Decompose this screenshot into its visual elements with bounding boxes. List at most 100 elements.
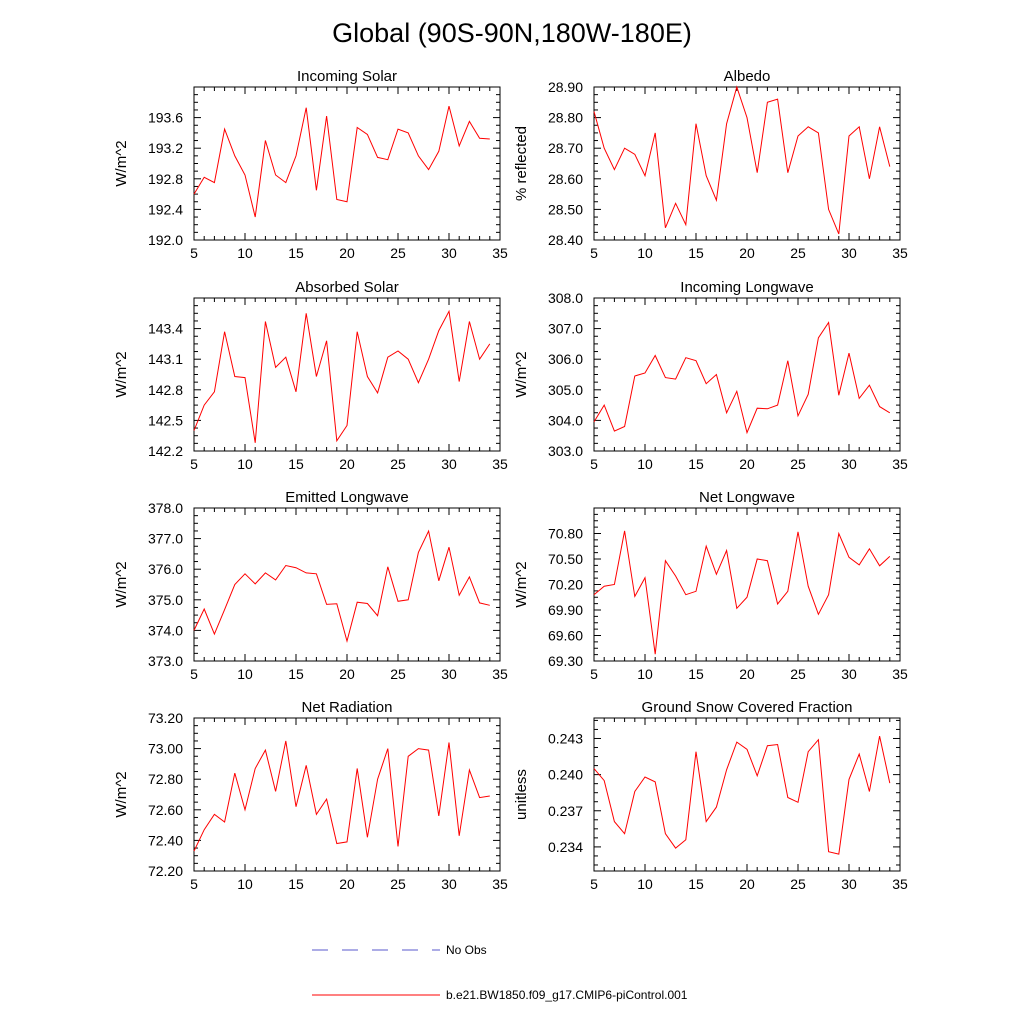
data-point [603, 779, 606, 782]
data-point [427, 358, 430, 361]
x-tick-label: 30 [441, 876, 457, 892]
data-point [623, 147, 626, 150]
data-point [295, 566, 298, 569]
data-point [295, 390, 298, 393]
data-point [868, 177, 871, 180]
data-point [274, 578, 277, 581]
data-point [233, 772, 236, 775]
y-tick-label: 28.90 [548, 79, 583, 95]
data-point [233, 583, 236, 586]
panel-title: Absorbed Solar [295, 279, 398, 296]
series-line [193, 309, 491, 443]
data-point [786, 171, 789, 174]
data-point [786, 796, 789, 799]
data-point [817, 336, 820, 339]
x-tick-label: 15 [688, 876, 704, 892]
data-point [315, 572, 318, 575]
data-point [603, 585, 606, 588]
data-point [746, 748, 749, 751]
data-point [335, 842, 338, 845]
y-tick-label: 303.0 [548, 443, 583, 459]
data-point [213, 813, 216, 816]
series-line [193, 529, 490, 644]
data-point [766, 744, 769, 747]
data-point [776, 404, 779, 407]
data-point [407, 358, 410, 361]
y-tick-label: 70.80 [548, 526, 583, 542]
y-tick-label: 72.40 [148, 832, 183, 848]
legend: No Obs b.e21.BW1850.f09_g17.CMIP6-piCont… [312, 943, 688, 1002]
y-axis-label: W/m^2 [113, 771, 130, 817]
data-point [193, 429, 196, 432]
data-point [725, 411, 728, 414]
x-tick-label: 25 [390, 876, 406, 892]
y-tick-label: 193.2 [148, 140, 183, 156]
data-point [448, 105, 451, 108]
data-point [417, 747, 420, 750]
data-point [274, 366, 277, 369]
data-point [654, 354, 657, 357]
x-tick-label: 15 [688, 666, 704, 682]
data-point [468, 575, 471, 578]
y-tick-label: 192.0 [148, 232, 183, 248]
data-point [613, 820, 616, 823]
data-point [888, 165, 891, 168]
data-point [715, 373, 718, 376]
legend-label-no-obs: No Obs [446, 943, 487, 957]
panel-title: Incoming Longwave [680, 279, 813, 296]
x-tick-label: 30 [441, 245, 457, 261]
data-point [705, 820, 708, 823]
y-tick-label: 70.20 [548, 577, 583, 593]
data-point [654, 653, 657, 656]
y-axis-label: % reflected [513, 126, 530, 201]
data-point [437, 329, 440, 332]
data-point [735, 741, 738, 744]
data-point [478, 137, 481, 140]
data-point [837, 532, 840, 535]
series-line [593, 321, 891, 435]
x-tick-label: 20 [339, 876, 355, 892]
y-tick-label: 28.40 [548, 232, 583, 248]
y-tick-label: 143.1 [148, 351, 183, 367]
data-point [264, 749, 267, 752]
data-point [437, 150, 440, 153]
data-point [725, 549, 728, 552]
data-point [613, 168, 616, 171]
x-tick-label: 25 [790, 876, 806, 892]
data-point [223, 608, 226, 611]
panel-0: Incoming Solar 5 10 15 20 25 30 35 192.0 192.4 192… [113, 68, 508, 261]
x-tick-label: 5 [190, 456, 198, 472]
data-point [684, 838, 687, 841]
data-point [295, 154, 298, 157]
data-point [488, 795, 491, 798]
data-point [848, 556, 851, 559]
y-tick-label: 73.20 [148, 710, 183, 726]
data-point [593, 767, 596, 770]
data-point [735, 86, 738, 89]
y-tick-label: 0.240 [548, 767, 583, 783]
data-point [356, 767, 359, 770]
data-point [386, 158, 389, 161]
x-tick-label: 25 [790, 666, 806, 682]
x-tick-label: 10 [637, 456, 653, 472]
x-tick-label: 25 [390, 245, 406, 261]
data-point [623, 529, 626, 532]
x-tick-label: 20 [739, 666, 755, 682]
x-tick-label: 35 [492, 876, 508, 892]
y-tick-label: 0.234 [548, 839, 583, 855]
data-point [888, 782, 891, 785]
data-point [203, 404, 206, 407]
x-tick-label: 20 [739, 245, 755, 261]
data-point [417, 154, 420, 157]
data-point [448, 741, 451, 744]
y-tick-label: 72.20 [148, 863, 183, 879]
data-point [203, 828, 206, 831]
y-tick-label: 28.70 [548, 140, 583, 156]
y-tick-label: 72.60 [148, 802, 183, 818]
y-tick-label: 374.0 [148, 622, 183, 638]
x-tick-label: 20 [339, 245, 355, 261]
data-point [305, 764, 308, 767]
data-point [325, 115, 328, 118]
data-point [305, 106, 308, 109]
